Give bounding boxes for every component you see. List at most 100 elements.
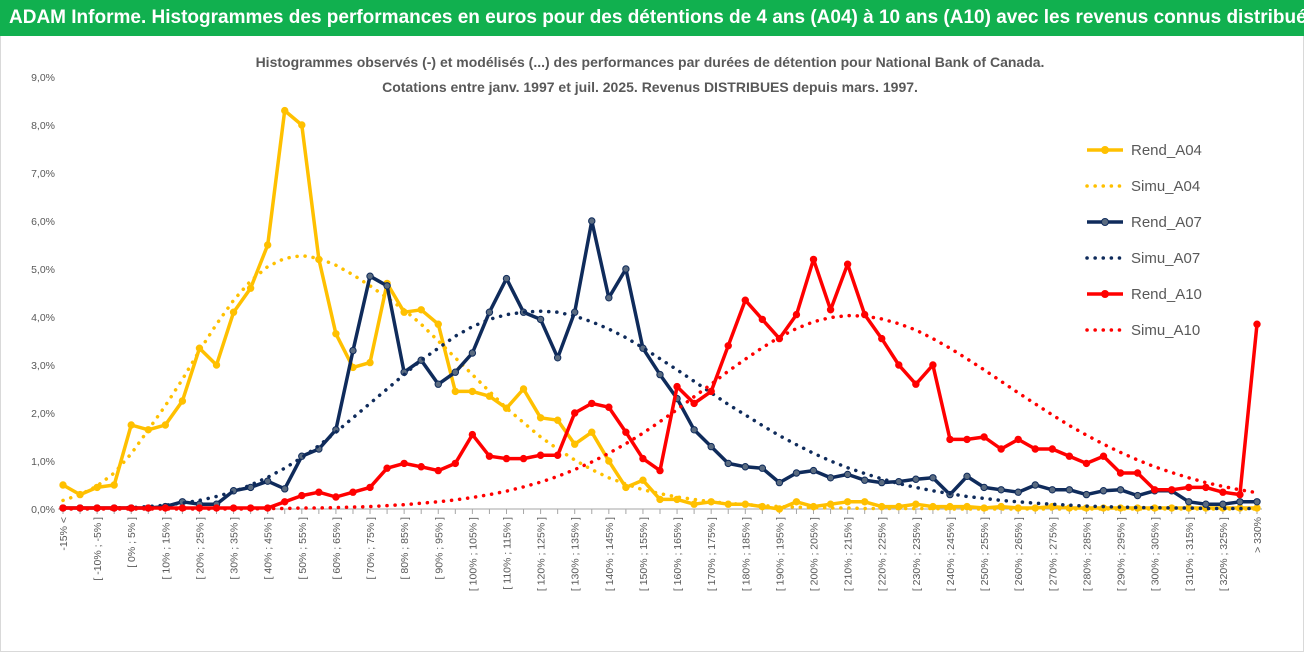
x-tick-label: [ 220% ; 225% ]: [877, 517, 889, 591]
data-point: [144, 504, 152, 512]
data-point: [434, 320, 442, 328]
data-point: [622, 265, 630, 273]
data-point: [826, 500, 835, 508]
data-point: [843, 260, 852, 268]
data-point: [281, 106, 289, 115]
data-point: [912, 475, 920, 483]
data-point: [588, 399, 596, 408]
data-point: [843, 498, 852, 506]
x-tick-label: [ 260% ; 265% ]: [1013, 517, 1025, 591]
data-point: [536, 451, 545, 459]
data-point: [929, 474, 937, 482]
x-tick-label: [ 100% ; 105% ]: [467, 517, 479, 591]
data-point: [485, 308, 494, 316]
x-tick-label: [ 190% ; 195% ]: [774, 517, 786, 591]
data-point: [963, 472, 971, 481]
data-point: [1031, 445, 1039, 453]
data-point: [912, 500, 920, 508]
data-point: [366, 358, 374, 367]
data-point: [707, 387, 715, 396]
y-tick-label: 8,0%: [31, 120, 55, 132]
data-point: [656, 495, 664, 504]
x-tick-label: [ 210% ; 215% ]: [843, 517, 855, 591]
data-point: [775, 505, 784, 513]
data-point: [656, 370, 664, 379]
data-point: [639, 454, 647, 463]
data-point: [366, 483, 374, 492]
x-tick-label: [ 70% ; 75% ]: [365, 517, 377, 580]
data-point: [809, 466, 818, 475]
legend-label: Rend_A10: [1131, 286, 1202, 303]
data-point: [980, 433, 988, 441]
series-rend-a04: [59, 106, 1261, 513]
series-rend-a10: [59, 255, 1261, 512]
data-point: [434, 466, 442, 475]
y-tick-label: 1,0%: [31, 456, 55, 468]
data-point: [963, 435, 971, 444]
data-point: [741, 463, 749, 471]
data-point: [605, 457, 613, 465]
data-point: [281, 485, 289, 493]
x-tick-label: [ 280% ; 285% ]: [1081, 517, 1093, 591]
data-point: [246, 483, 255, 492]
data-point: [622, 483, 630, 492]
x-tick-label: [ 270% ; 275% ]: [1047, 517, 1059, 591]
x-tick-label: [ 30% ; 35% ]: [229, 517, 241, 580]
data-point: [451, 387, 460, 396]
data-point: [349, 488, 357, 496]
data-point: [878, 478, 886, 487]
data-point: [178, 397, 187, 405]
data-point: [912, 380, 920, 388]
data-point: [536, 414, 545, 422]
data-point: [417, 306, 425, 314]
x-tick-label: [ 170% ; 175% ]: [706, 517, 718, 591]
data-point: [1133, 491, 1142, 500]
data-point: [383, 464, 391, 472]
x-tick-label: > 330%: [1252, 517, 1264, 553]
data-point: [1082, 459, 1091, 468]
data-point: [758, 315, 767, 324]
data-point: [1150, 486, 1159, 494]
legend-label: Simu_A07: [1131, 250, 1200, 267]
chart-subtitle: Cotations entre janv. 1997 et juil. 2025…: [382, 79, 918, 95]
data-point: [502, 454, 511, 463]
data-point: [315, 488, 323, 496]
x-tick-label: [ 80% ; 85% ]: [399, 517, 411, 580]
data-point: [571, 409, 579, 417]
data-point: [792, 310, 801, 319]
data-point: [468, 349, 477, 357]
data-point: [775, 478, 784, 487]
data-point: [571, 308, 579, 316]
legend-item: Simu_A10: [1085, 322, 1200, 339]
data-point: [980, 483, 988, 492]
data-point: [1133, 469, 1142, 477]
x-tick-label: [ 50% ; 55% ]: [297, 517, 309, 580]
data-point: [451, 368, 460, 376]
data-point: [997, 445, 1005, 453]
series-simu-a07: [61, 309, 1259, 511]
data-point: [946, 502, 954, 511]
series-simu-a10: [61, 313, 1259, 511]
y-tick-label: 9,0%: [31, 72, 55, 84]
x-tick-label: [ 0% ; 5% ]: [126, 517, 138, 568]
header-title: ADAM Informe. Histogrammes des performan…: [9, 7, 1304, 28]
data-point: [263, 477, 272, 485]
data-point: [229, 308, 238, 316]
data-point: [605, 403, 613, 411]
data-point: [690, 500, 698, 508]
x-tick-label: [ 20% ; 25% ]: [194, 517, 206, 580]
data-point: [588, 428, 596, 436]
y-tick-label: 3,0%: [31, 360, 55, 372]
y-tick-label: 4,0%: [31, 312, 55, 324]
x-tick-label: [ 130% ; 135% ]: [570, 517, 582, 591]
data-point: [519, 454, 528, 463]
data-point: [161, 421, 170, 429]
plot-area: [59, 106, 1261, 513]
y-tick-label: 0,0%: [31, 504, 55, 516]
data-point: [1014, 435, 1022, 444]
x-tick-label: [ 140% ; 145% ]: [604, 517, 616, 591]
data-point: [860, 498, 869, 506]
data-point: [622, 428, 630, 436]
data-point: [1236, 498, 1244, 506]
